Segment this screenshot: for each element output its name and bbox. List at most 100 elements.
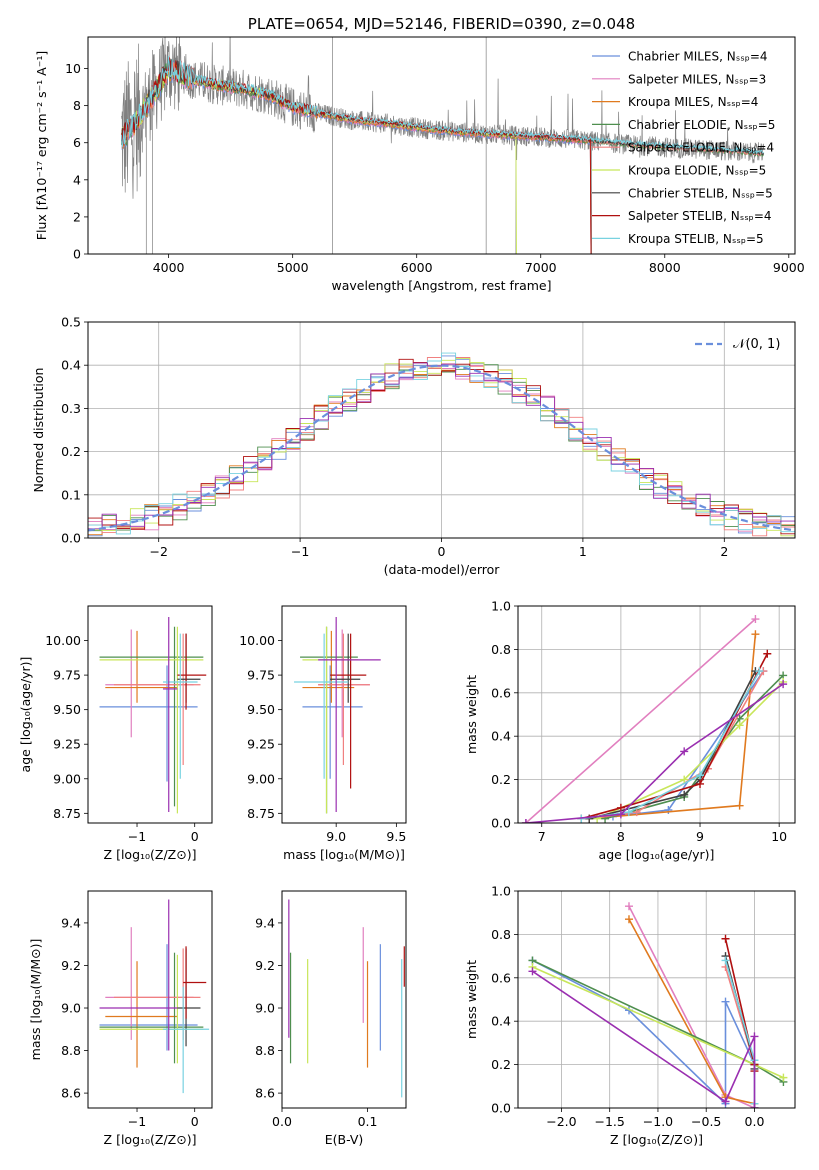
y-tick-label: 0.6 [491,970,511,985]
axes-age_vs_Z [99,617,207,814]
y-tick-label: 0.8 [491,927,511,942]
x-tick-label: −2.0 [546,1114,576,1129]
y-tick-label: 8.6 [61,1086,81,1101]
y-tick-label: 9.75 [53,668,81,683]
legend-label: Kroupa STELIB, Nₛₛₚ=5 [628,232,764,246]
y-tick-label: 8.8 [61,1043,81,1058]
series-marker [521,819,530,823]
series-marker [696,779,705,788]
y-axis-label: mass [log₁₀(M/M⊙)] [28,939,43,1061]
axis-decor-age_vs_Z: −1 0 8.75 9.00 9.25 9.50 9.75 10.00 Z [log₁₀(Z/Z… [18,605,213,862]
axes-spectrum [121,37,765,254]
axes-frame [87,605,213,824]
y-tick-label: 0.8 [491,642,511,657]
legend: 𝒩(0, 1) [695,337,780,352]
x-tick-label: 6000 [401,260,433,275]
y-tick-label: 8.75 [247,806,275,821]
series-line-purple [532,970,756,1108]
plot-area-mass_vs_ebv [288,899,405,1098]
axes-frame [87,890,213,1109]
y-tick-label: 0.0 [491,1101,511,1116]
legend: Chabrier MILES, Nₛₛₚ=4 Salpeter MILES, Nₛ… [592,50,775,246]
x-tick-label: 9 [696,829,704,844]
series-marker [750,1032,759,1041]
axes-frame [517,605,796,824]
x-tick-label: 0.0 [272,1114,292,1129]
legend-label: Kroupa ELODIE, Nₛₛₚ=5 [628,164,766,178]
y-tick-label: 9.50 [53,702,81,717]
plot-area-spectrum [121,37,765,254]
y-tick-label: 9.4 [255,915,275,930]
y-tick-label: 0 [73,247,81,262]
series-marker [680,747,689,756]
y-tick-label: 8.6 [255,1086,275,1101]
y-tick-label: 9.2 [255,958,275,973]
axes-frame [517,890,796,1109]
plot-area-residuals [88,352,795,537]
y-tick-label: 9.25 [247,737,275,752]
y-tick-label: 10.00 [239,633,275,648]
series-line-purple [525,683,784,823]
y-tick-label: 9.00 [247,771,275,786]
y-tick-label: 9.2 [61,958,81,973]
plot-area-massweight_vs_Z [528,902,788,1108]
plot-area-mass_vs_Z [99,899,210,1094]
x-axis-label: age [log₁₀(age/yr)] [599,847,715,862]
axes-frame [87,36,796,255]
series-marker [680,790,689,799]
model-line-kroupa_stelib [121,55,764,155]
x-tick-label: −2 [149,544,167,559]
y-tick-label: 9.4 [61,915,81,930]
x-tick-label: −1 [128,829,146,844]
series-marker [779,680,788,689]
y-axis-label: mass weight [464,675,479,754]
series-marker [721,956,730,965]
series-line-kroupa_miles [628,918,755,1105]
y-tick-label: 9.0 [61,1001,81,1016]
series-marker [750,1104,759,1108]
series-line-kroupa_elodie [596,681,784,820]
x-axis-label: Z [log₁₀(Z/Z⊙)] [104,847,197,862]
x-tick-label: −1 [291,544,309,559]
legend-label: Salpeter STELIB, Nₛₛₚ=4 [628,209,772,223]
y-tick-label: 0.3 [61,401,81,416]
axis-decor-massweight_vs_age: 7 8 9 10 0.0 0.2 0.4 0.6 0.8 1.0 age [log₁₀(age/yr… [464,599,796,862]
x-tick-label: 0 [438,544,446,559]
x-tick-label: −1 [128,1114,146,1129]
y-axis-label: Flux [fλ10⁻¹⁷ erg cm⁻² s⁻¹ A⁻¹] [34,51,49,240]
axis-decor-residuals: −2 −1 0 1 2 0.0 0.1 0.2 0.3 0.4 0.5 (data-model)/er… [31,315,796,577]
axes-mass_vs_ebv [288,899,405,1098]
x-tick-label: −0.5 [691,1114,721,1129]
x-tick-label: 9.5 [386,829,406,844]
x-tick-label: 8000 [649,260,681,275]
series-marker [624,902,633,911]
axes-massweight_vs_Z [518,890,795,1109]
x-tick-label: 8 [617,829,625,844]
x-tick-label: 9.0 [326,829,346,844]
y-tick-label: 8.75 [53,806,81,821]
y-tick-label: 2 [73,209,81,224]
y-tick-label: 9.50 [247,702,275,717]
y-tick-label: 9.25 [53,737,81,752]
x-axis-label: mass [log₁₀(M/M⊙)] [283,847,405,862]
series-marker [664,805,673,814]
x-axis-label: Z [log₁₀(Z/Z⊙)] [610,1132,703,1147]
plot-area-age_vs_Z [99,617,207,814]
y-tick-label: 8.8 [255,1043,275,1058]
y-tick-label: 1.0 [491,599,511,614]
series-marker [763,649,772,658]
y-tick-label: 0.4 [61,358,81,373]
y-tick-label: 9.75 [247,668,275,683]
series-line-chabrier_elodie [604,674,784,820]
y-axis-label: mass weight [464,960,479,1039]
y-tick-label: 0.1 [61,487,81,502]
normal-curve [88,364,793,532]
x-tick-label: 7 [538,829,546,844]
x-tick-label: 0.1 [358,1114,378,1129]
y-tick-label: 9.00 [53,771,81,786]
series-line-kroupa_stelib [581,670,761,820]
series-marker [624,808,633,817]
x-tick-label: 0 [191,1114,199,1129]
plot-area-massweight_vs_age [521,615,788,823]
